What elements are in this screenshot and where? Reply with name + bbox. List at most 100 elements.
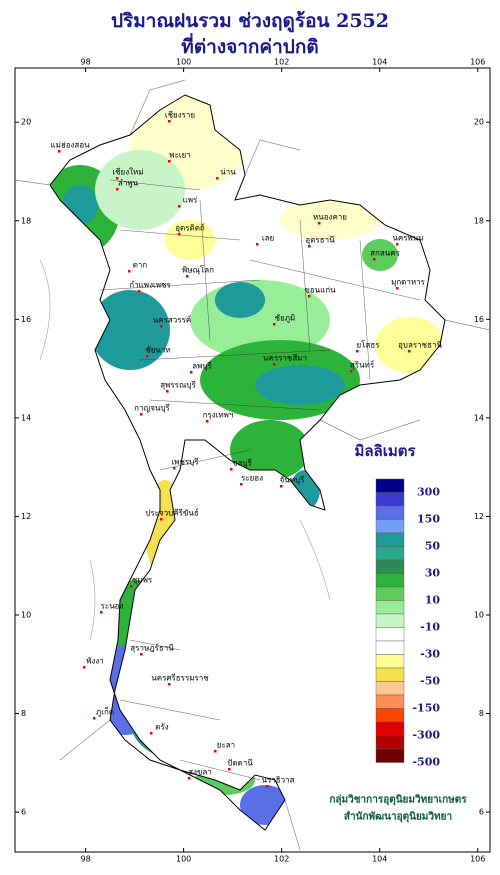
legend-swatch	[375, 708, 405, 723]
place-label: กรุงเทพฯ	[203, 411, 234, 420]
station-dot	[396, 243, 399, 246]
station-dot	[168, 683, 171, 686]
lat-tick-label: 16	[21, 315, 31, 324]
place-label: สุราษฎร์ธานี	[130, 643, 174, 653]
lat-tick-label: 20	[21, 118, 31, 127]
legend-swatch	[375, 694, 405, 709]
place-label: หนองคาย	[313, 213, 347, 222]
place-label: เชียงราย	[165, 111, 195, 120]
legend-swatch	[375, 748, 405, 763]
legend-swatch	[375, 681, 405, 696]
legend-swatch	[375, 532, 405, 547]
station-dot	[178, 233, 181, 236]
place-label: ชลบุรี	[232, 459, 252, 468]
station-dot	[190, 371, 193, 374]
place-label: ยโสธร	[356, 340, 380, 350]
station-dot	[83, 666, 86, 669]
legend-label: -10	[420, 621, 440, 634]
station-dot	[266, 785, 269, 788]
place-label: จันทบุรี	[280, 476, 306, 485]
lon-tick-label: 104	[372, 58, 387, 67]
station-dot	[273, 363, 276, 366]
legend-label: -30	[420, 648, 440, 661]
legend-label: -300	[412, 729, 440, 742]
lat-tick-label: 18	[21, 216, 31, 225]
place-label: ยะลา	[217, 741, 235, 750]
legend-swatch	[375, 721, 405, 736]
lat-tick-label: 6	[479, 808, 484, 817]
legend-swatch	[375, 559, 405, 574]
place-label: นครศรีธรรมราช	[151, 674, 209, 683]
place-label: สุพรรณบุรี	[160, 381, 196, 390]
station-dot	[408, 350, 411, 353]
place-label: กำแพงเพชร	[129, 281, 171, 290]
station-dot	[160, 325, 163, 328]
lat-tick-label: 10	[474, 610, 484, 619]
station-dot	[216, 177, 219, 180]
legend-swatch	[375, 735, 405, 750]
legend-swatch	[375, 613, 405, 628]
place-label: มุกดาหาร	[391, 278, 426, 287]
lat-tick-label: 8	[21, 709, 26, 718]
station-dot	[116, 188, 119, 191]
station-dot	[256, 243, 259, 246]
station-dot	[140, 653, 143, 656]
legend-label: 30	[425, 567, 441, 580]
place-label: พังงา	[86, 657, 104, 666]
place-label: สกลนคร	[370, 249, 400, 258]
place-label: ชัยนาท	[145, 346, 170, 355]
lon-tick-label: 102	[274, 855, 289, 864]
legend-title: มิลลิเมตร	[354, 442, 416, 460]
legend-label: 300	[417, 486, 440, 499]
subtitle: ที่ต่างจากค่าปกติ	[181, 33, 318, 58]
lat-tick-label: 14	[474, 413, 484, 422]
station-dot	[130, 585, 133, 588]
station-dot	[150, 732, 153, 735]
legend-label: -500	[412, 756, 440, 769]
station-dot	[396, 287, 399, 290]
legend-swatch	[375, 492, 405, 507]
legend-swatch	[375, 478, 405, 493]
station-dot	[188, 777, 191, 780]
lon-tick-label: 100	[176, 855, 191, 864]
neighbour-borders	[14, 79, 491, 851]
place-label: อุบลราชธานี	[398, 341, 442, 350]
legend-label: -150	[412, 702, 440, 715]
station-dot	[140, 413, 143, 416]
place-label: แพร่	[183, 196, 198, 205]
station-dot	[318, 222, 321, 225]
lat-tick-label: 6	[21, 808, 26, 817]
place-label: เลย	[262, 234, 274, 243]
station-dot	[308, 295, 311, 298]
credit-line: สำนักพัฒนาอุตุนิยมวิทยา	[344, 811, 452, 823]
station-dot	[93, 717, 96, 720]
place-label: นครสวรรค์	[153, 315, 191, 325]
legend-swatch	[375, 600, 405, 615]
place-label: เชียงใหม่	[112, 168, 143, 177]
lat-tick-label: 8	[479, 709, 484, 718]
lon-tick-label: 106	[470, 855, 485, 864]
station-dot	[308, 245, 311, 248]
lon-tick-label: 98	[80, 58, 90, 67]
place-label: ชัยภูมิ	[275, 314, 296, 324]
station-dot	[138, 290, 141, 293]
station-dot	[166, 390, 169, 393]
station-dot	[214, 750, 217, 753]
place-label: ขอนแก่น	[304, 286, 336, 295]
station-dot	[146, 355, 149, 358]
place-label: กาญจนบุรี	[134, 404, 170, 413]
place-label: พิษณุโลก	[182, 265, 214, 275]
place-label: อุตรดิตถ์	[175, 223, 205, 233]
station-dot	[373, 258, 376, 261]
map-frame	[14, 67, 491, 853]
place-label: ระนอง	[101, 602, 124, 611]
station-dot	[173, 467, 176, 470]
lat-tick-label: 16	[474, 315, 484, 324]
title: ปริมาณฝนรวม ช่วงฤดูร้อน 2552	[111, 10, 389, 33]
station-dot	[350, 370, 353, 373]
station-dot	[273, 323, 276, 326]
legend-swatch	[375, 573, 405, 588]
station-dot	[356, 350, 359, 353]
lon-tick-label: 102	[274, 58, 289, 67]
